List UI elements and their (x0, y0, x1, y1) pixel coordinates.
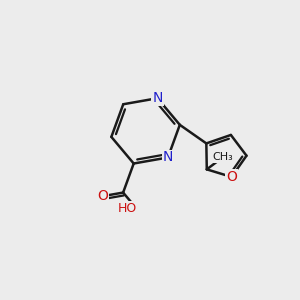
Text: N: N (152, 91, 163, 105)
Text: O: O (97, 189, 108, 203)
Text: HO: HO (118, 202, 137, 215)
Text: O: O (226, 170, 237, 184)
Text: N: N (163, 151, 173, 164)
Text: CH₃: CH₃ (213, 152, 234, 162)
